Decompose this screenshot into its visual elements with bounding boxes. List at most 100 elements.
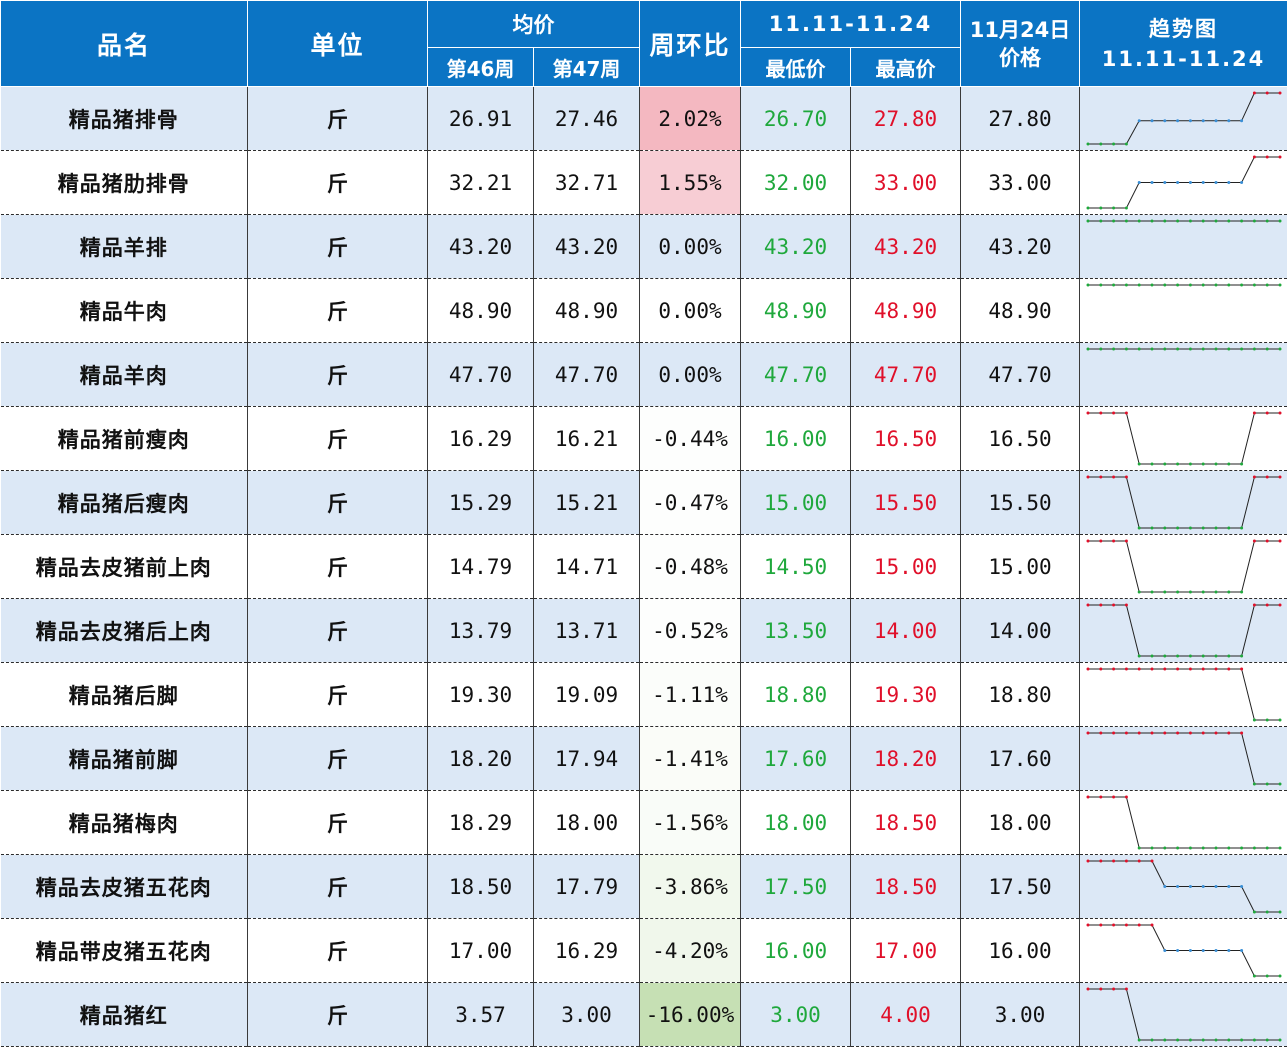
sparkline-point (1086, 411, 1090, 415)
product-name: 精品去皮猪后上肉 (0, 598, 248, 663)
sparkline-point (1176, 219, 1180, 223)
sparkline-point (1124, 795, 1128, 799)
sparkline-svg (1086, 795, 1282, 850)
avg-week47: 17.94 (533, 726, 640, 791)
sparkline-point (1150, 283, 1154, 287)
sparkline-point (1176, 526, 1180, 530)
max-price: 33.00 (850, 150, 962, 215)
sparkline-point (1086, 795, 1090, 799)
header-price-day: 11月24日 价格 (960, 0, 1081, 87)
sparkline-point (1176, 846, 1180, 850)
sparkline-point (1240, 731, 1244, 735)
sparkline-point (1265, 782, 1269, 786)
sparkline-point (1265, 846, 1269, 850)
sparkline-point (1240, 526, 1244, 530)
sparkline-svg (1086, 347, 1282, 351)
sparkline-point (1227, 846, 1231, 850)
sparkline-point (1099, 539, 1103, 543)
sparkline-point (1112, 219, 1116, 223)
sparkline-point (1150, 923, 1154, 927)
header-avg: 均价 (427, 0, 640, 48)
product-name: 精品猪前瘦肉 (0, 406, 248, 471)
product-name: 精品猪肋排骨 (0, 150, 248, 215)
sparkline-point (1265, 910, 1269, 914)
product-name: 精品羊排 (0, 214, 248, 279)
sparkline-point (1163, 347, 1167, 351)
sparkline-point (1137, 283, 1141, 287)
product-name: 精品去皮猪前上肉 (0, 534, 248, 599)
sparkline-point (1137, 923, 1141, 927)
wow-change: -1.11% (639, 662, 741, 727)
max-price: 43.20 (850, 214, 962, 279)
sparkline-point (1265, 603, 1269, 607)
trend-sparkline (1079, 342, 1287, 407)
header-week47: 第47周 (533, 47, 640, 87)
wow-change: -0.48% (639, 534, 741, 599)
price-day: 47.70 (960, 342, 1081, 407)
sparkline-point (1240, 1038, 1244, 1042)
sparkline-point (1227, 654, 1231, 658)
sparkline-point (1176, 654, 1180, 658)
sparkline-svg (1086, 987, 1282, 1042)
sparkline-point (1099, 283, 1103, 287)
sparkline-point (1137, 590, 1141, 594)
sparkline-point (1214, 846, 1218, 850)
sparkline-point (1252, 91, 1256, 95)
sparkline-line (1088, 604, 1281, 657)
table-row: 精品牛肉斤 48.90 48.90 0.00% 48.90 48.90 48.90 (0, 278, 1287, 343)
max-price: 14.00 (850, 598, 962, 663)
sparkline-point (1099, 667, 1103, 671)
sparkline-point (1278, 718, 1282, 722)
sparkline-point (1201, 949, 1205, 952)
min-price: 48.90 (740, 278, 851, 343)
avg-week47: 17.79 (533, 854, 640, 919)
sparkline-point (1150, 859, 1154, 863)
sparkline-svg (1086, 539, 1282, 594)
sparkline-point (1176, 949, 1180, 952)
sparkline-point (1201, 283, 1205, 287)
sparkline-point (1137, 667, 1141, 671)
sparkline-point (1086, 603, 1090, 607)
sparkline-point (1265, 1038, 1269, 1042)
wow-change: 0.00% (639, 214, 741, 279)
sparkline-point (1188, 846, 1192, 850)
sparkline-point (1278, 846, 1282, 850)
unit-cell: 斤 (247, 86, 428, 151)
avg-week46: 3.57 (427, 982, 534, 1047)
trend-sparkline (1079, 470, 1287, 535)
sparkline-point (1086, 923, 1090, 927)
price-day: 16.00 (960, 918, 1081, 983)
sparkline-point (1227, 526, 1231, 530)
sparkline-point (1240, 590, 1244, 594)
max-price: 17.00 (850, 918, 962, 983)
sparkline-point (1112, 347, 1116, 351)
avg-week46: 19.30 (427, 662, 534, 727)
sparkline-point (1086, 283, 1090, 287)
avg-week46: 13.79 (427, 598, 534, 663)
sparkline-point (1201, 654, 1205, 658)
sparkline-point (1252, 219, 1256, 223)
sparkline-point (1240, 181, 1244, 184)
sparkline-point (1112, 603, 1116, 607)
sparkline-point (1176, 667, 1180, 671)
avg-week47: 13.71 (533, 598, 640, 663)
sparkline-point (1124, 667, 1128, 671)
sparkline-svg (1086, 91, 1282, 146)
avg-week46: 18.50 (427, 854, 534, 919)
min-price: 17.50 (740, 854, 851, 919)
sparkline-point (1176, 119, 1180, 123)
sparkline-point (1124, 539, 1128, 543)
unit-cell: 斤 (247, 662, 428, 727)
unit-cell: 斤 (247, 918, 428, 983)
sparkline-point (1265, 347, 1269, 351)
sparkline-point (1265, 974, 1269, 978)
sparkline-point (1265, 91, 1269, 95)
sparkline-point (1099, 795, 1103, 799)
table-row: 精品猪后瘦肉斤 15.29 15.21 -0.47% 15.00 15.50 15.50 (0, 470, 1287, 535)
unit-cell: 斤 (247, 790, 428, 855)
min-price: 47.70 (740, 342, 851, 407)
avg-week47: 15.21 (533, 470, 640, 535)
trend-sparkline (1079, 406, 1287, 471)
sparkline-point (1227, 590, 1231, 594)
sparkline-point (1278, 910, 1282, 914)
